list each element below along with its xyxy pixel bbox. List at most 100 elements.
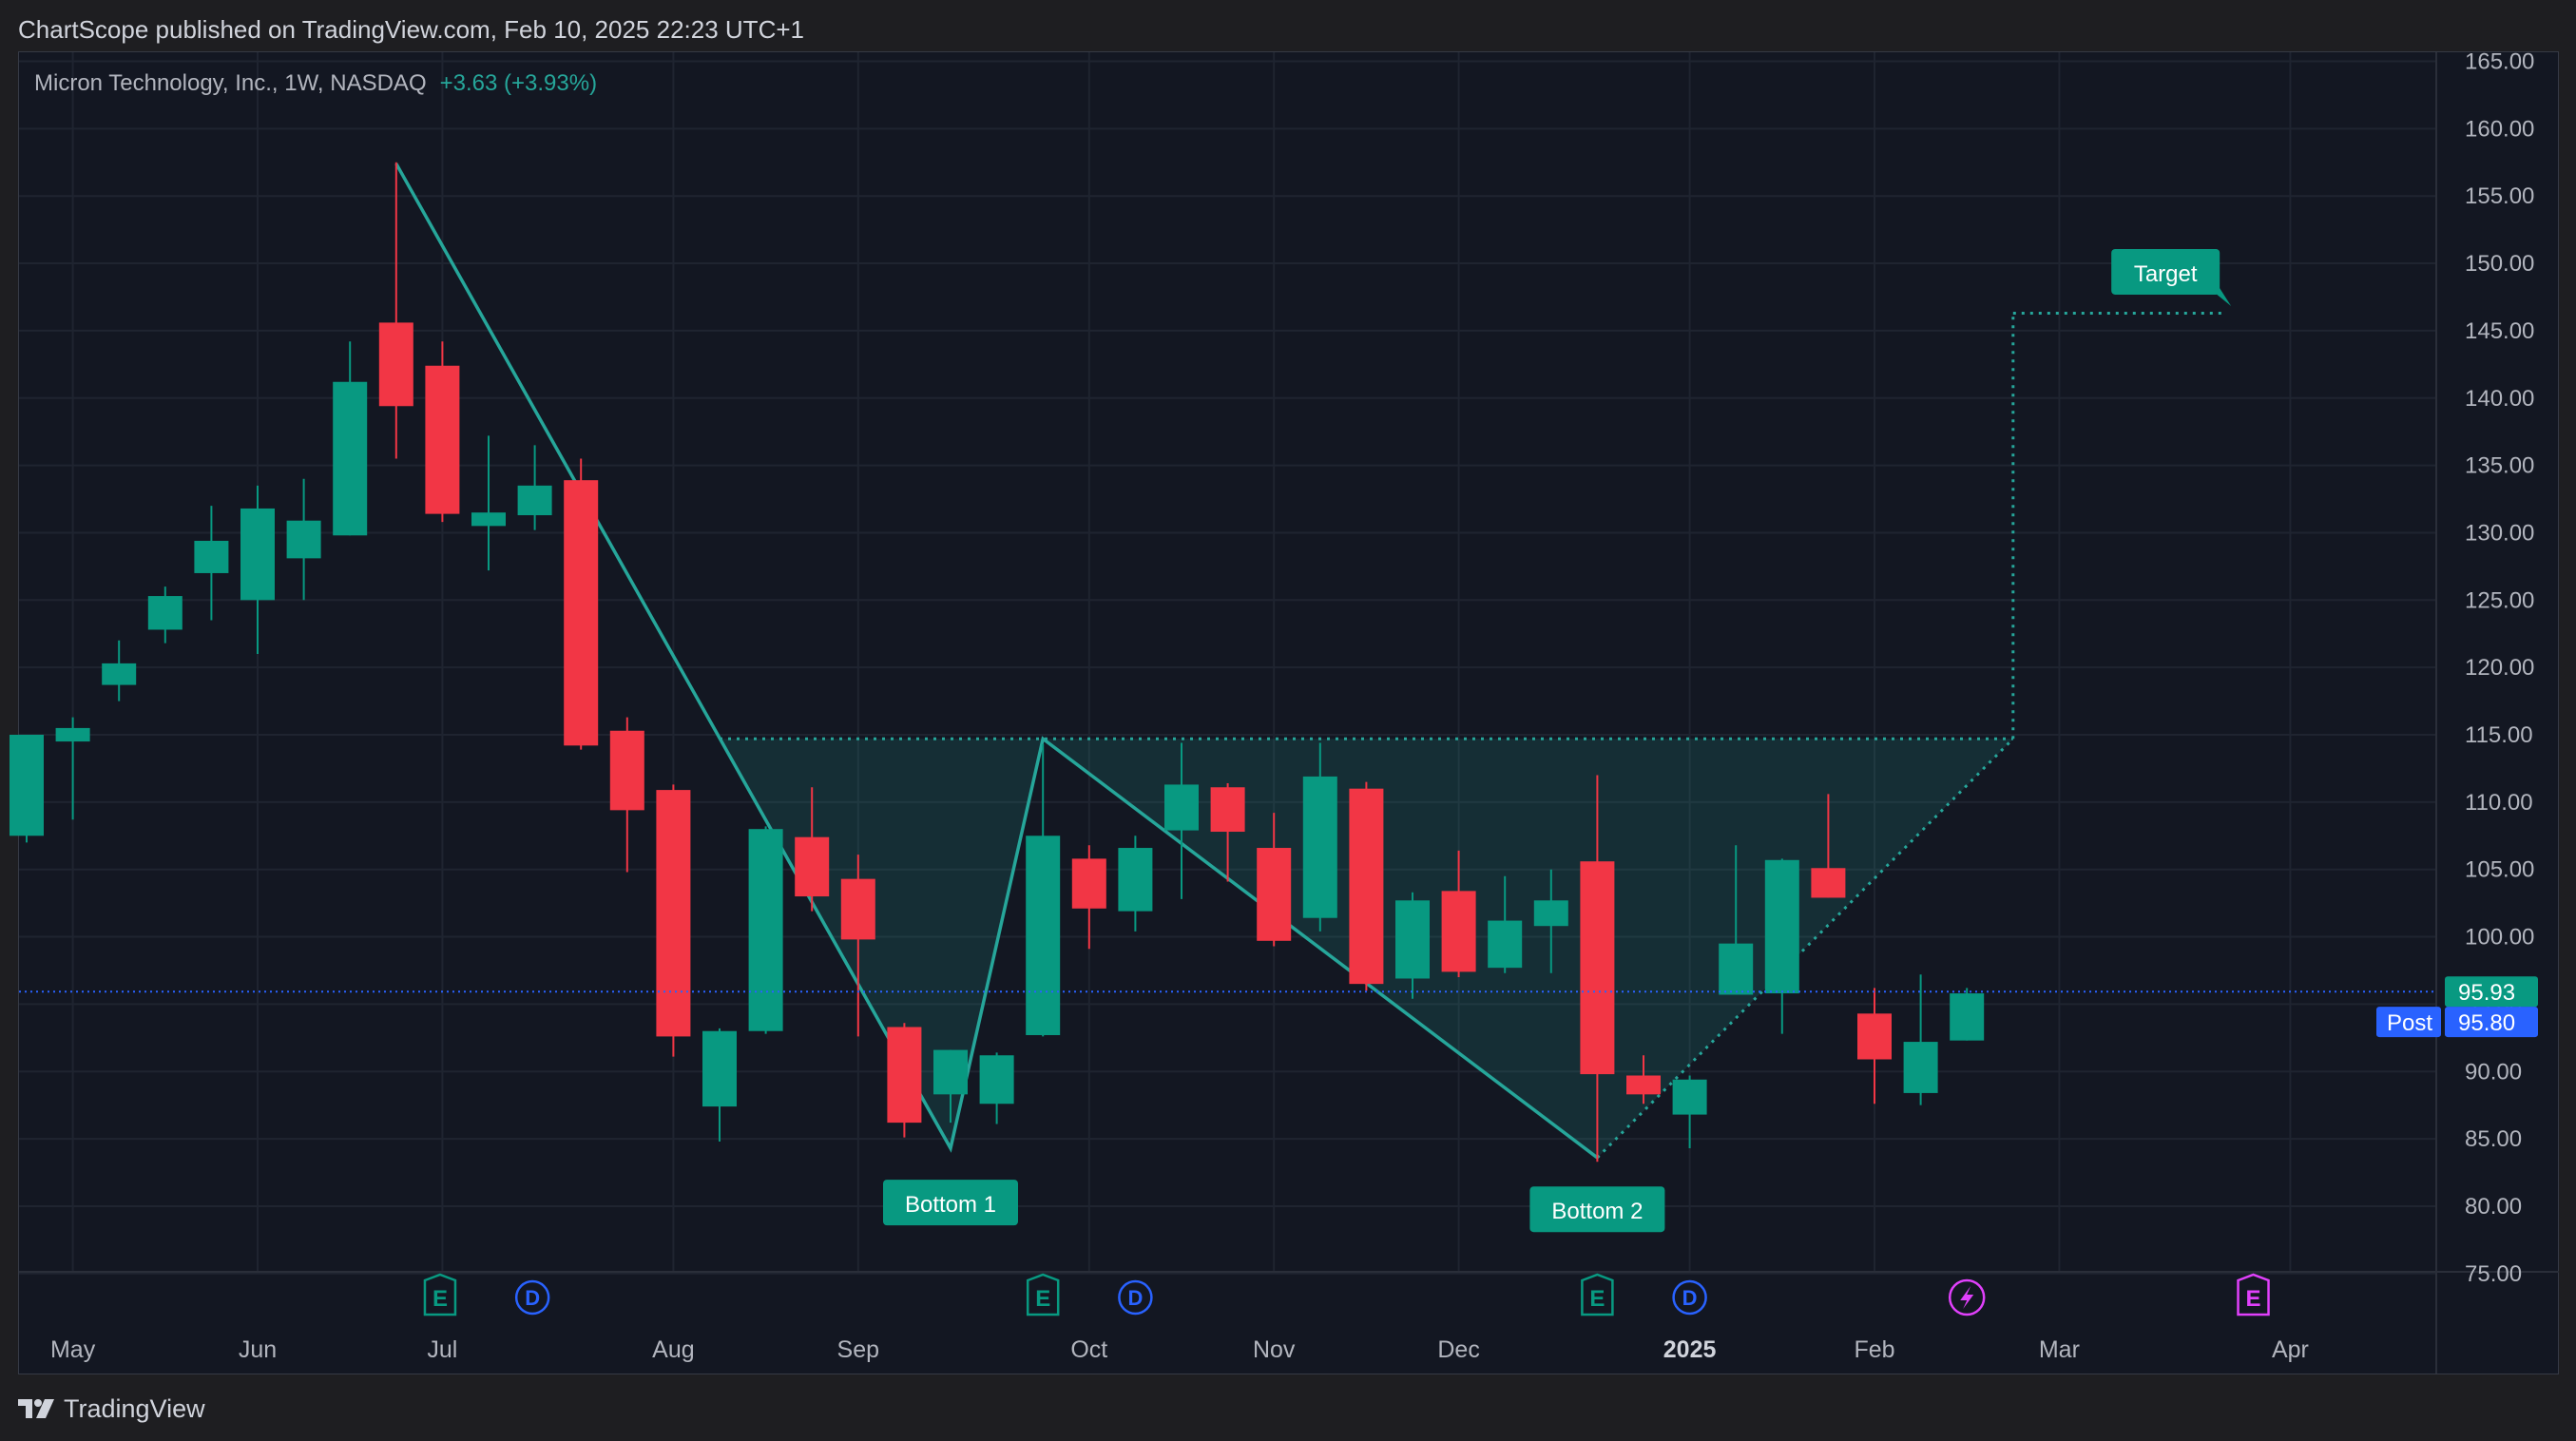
- last-price-label: 95.93: [2458, 980, 2515, 1006]
- candle-down[interactable]: [1349, 788, 1384, 985]
- price-tick-label: 75.00: [2465, 1261, 2522, 1287]
- post-label: Post: [2387, 1010, 2432, 1036]
- earnings-icon[interactable]: [2237, 1273, 2270, 1316]
- price-change: +3.63 (+3.93%): [439, 70, 598, 96]
- price-tick-label: 105.00: [2465, 857, 2534, 883]
- candle-up[interactable]: [1903, 1042, 1938, 1093]
- candle-up[interactable]: [517, 485, 552, 516]
- candle-up[interactable]: [748, 829, 783, 1031]
- price-tick-label: 85.00: [2465, 1126, 2522, 1152]
- price-tick-label: 90.00: [2465, 1059, 2522, 1085]
- price-tick-label: 110.00: [2465, 790, 2533, 816]
- time-tick-label: Jun: [239, 1336, 277, 1363]
- price-tick-label: 155.00: [2465, 183, 2534, 209]
- candle-down[interactable]: [1441, 891, 1476, 972]
- candle-up[interactable]: [194, 540, 229, 573]
- candle-up[interactable]: [1395, 900, 1430, 979]
- candle-down[interactable]: [425, 365, 460, 514]
- pattern-label: Bottom 1: [905, 1192, 996, 1218]
- candle-down[interactable]: [1626, 1075, 1661, 1095]
- candle-down[interactable]: [378, 322, 413, 407]
- candle-up[interactable]: [333, 381, 368, 536]
- candle-down[interactable]: [795, 836, 830, 897]
- candle-up[interactable]: [471, 512, 506, 527]
- dividend-icon[interactable]: [1672, 1279, 1707, 1316]
- candle-up[interactable]: [10, 735, 44, 836]
- tradingview-logo[interactable]: TradingView: [18, 1392, 205, 1426]
- earnings-icon-glyph: E: [1035, 1286, 1050, 1312]
- candle-down[interactable]: [1257, 848, 1292, 941]
- candle-up[interactable]: [1026, 836, 1061, 1035]
- candle-down[interactable]: [887, 1027, 922, 1124]
- label-box: [2111, 248, 2220, 295]
- dividend-icon-glyph: D: [1127, 1286, 1143, 1310]
- candle-up[interactable]: [1302, 776, 1337, 918]
- candle-up[interactable]: [147, 596, 183, 630]
- earnings-icon-glyph: E: [2246, 1286, 2261, 1312]
- publish-info: ChartScope published on TradingView.com,…: [18, 15, 804, 44]
- time-tick-label: Apr: [2272, 1336, 2309, 1363]
- earnings-icon[interactable]: [423, 1273, 457, 1316]
- lightning-icon[interactable]: [1948, 1278, 1986, 1316]
- candle-up[interactable]: [55, 727, 90, 742]
- candle-up[interactable]: [702, 1030, 737, 1107]
- time-tick-label: Jul: [427, 1336, 457, 1363]
- price-tick-label: 150.00: [2465, 251, 2534, 277]
- price-tick-label: 100.00: [2465, 925, 2534, 951]
- candle-down[interactable]: [609, 730, 644, 811]
- header-bar: ChartScope published on TradingView.com,…: [0, 0, 2576, 59]
- candle-up[interactable]: [1764, 859, 1799, 994]
- time-tick-label: Dec: [1437, 1336, 1479, 1363]
- candle-up[interactable]: [1719, 943, 1754, 995]
- candle-down[interactable]: [1580, 861, 1615, 1075]
- time-tick-label: Oct: [1070, 1336, 1107, 1363]
- candle-down[interactable]: [1811, 868, 1846, 898]
- candle-up[interactable]: [933, 1049, 968, 1095]
- candle-down[interactable]: [1071, 858, 1106, 909]
- price-tick-label: 80.00: [2465, 1194, 2522, 1220]
- time-tick-label: Sep: [837, 1336, 879, 1363]
- candle-up[interactable]: [1164, 784, 1199, 831]
- tradingview-brand: TradingView: [64, 1393, 205, 1423]
- candle-up[interactable]: [1488, 920, 1523, 969]
- price-tick-label: 130.00: [2465, 520, 2534, 546]
- label-box: [883, 1180, 1018, 1226]
- price-tick-label: 115.00: [2465, 722, 2533, 748]
- time-tick-label: Mar: [2039, 1336, 2080, 1363]
- dividend-icon[interactable]: [514, 1279, 550, 1316]
- pattern-label: Bottom 2: [1551, 1199, 1643, 1224]
- dividend-icon[interactable]: [1118, 1279, 1153, 1316]
- earnings-icon-glyph: E: [433, 1286, 448, 1312]
- pattern-label: Target: [2134, 261, 2198, 287]
- candle-up[interactable]: [979, 1055, 1014, 1105]
- post-badge: [2376, 1007, 2441, 1038]
- label-box: [1529, 1186, 1665, 1233]
- candle-up[interactable]: [1118, 848, 1153, 912]
- time-tick-label: 2025: [1663, 1336, 1717, 1363]
- price-tick-label: 140.00: [2465, 386, 2534, 412]
- dividend-icon-glyph: D: [525, 1286, 540, 1310]
- candle-up[interactable]: [1533, 900, 1568, 927]
- tradingview-logo-icon: [18, 1399, 54, 1418]
- candle-down[interactable]: [840, 878, 875, 940]
- candle-down[interactable]: [1857, 1013, 1892, 1060]
- time-tick-label: Aug: [652, 1336, 694, 1363]
- candle-up[interactable]: [1950, 993, 1985, 1041]
- candle-up[interactable]: [1672, 1079, 1707, 1115]
- symbol-title[interactable]: Micron Technology, Inc., 1W, NASDAQ: [34, 70, 427, 96]
- candle-up[interactable]: [102, 663, 137, 685]
- candle-up[interactable]: [240, 508, 275, 601]
- post-price-badge: [2445, 1007, 2538, 1038]
- earnings-icon[interactable]: [1581, 1273, 1614, 1316]
- dividend-icon-glyph: D: [1682, 1286, 1698, 1310]
- candle-up[interactable]: [286, 520, 321, 559]
- earnings-icon[interactable]: [1026, 1273, 1060, 1316]
- candle-down[interactable]: [564, 480, 599, 746]
- time-tick-label: Nov: [1253, 1336, 1296, 1363]
- candle-down[interactable]: [1210, 787, 1245, 833]
- candle-down[interactable]: [656, 790, 691, 1037]
- symbol-legend[interactable]: Micron Technology, Inc., 1W, NASDAQ +3.6…: [34, 70, 597, 97]
- price-tick-label: 165.00: [2465, 49, 2534, 75]
- label-pointer: [2216, 281, 2232, 306]
